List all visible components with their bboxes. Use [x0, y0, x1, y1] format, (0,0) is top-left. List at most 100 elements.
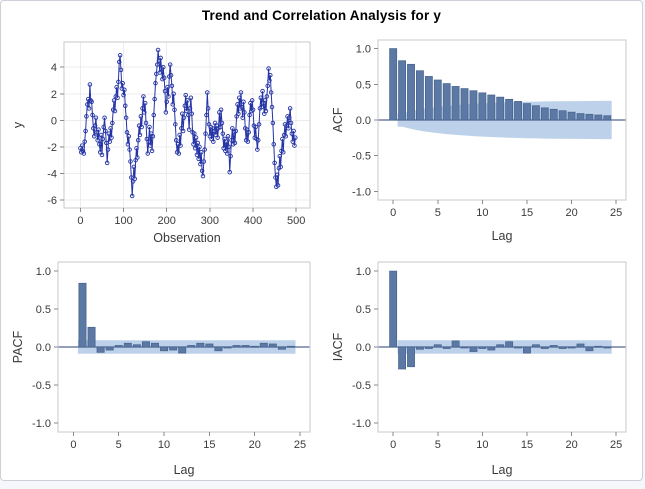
correlation-bar: [214, 346, 223, 352]
series-marker: [79, 143, 85, 148]
x-tick-label: 5: [435, 439, 441, 451]
series-marker: [134, 145, 139, 151]
series-marker: [193, 135, 199, 140]
series-marker: [108, 126, 113, 131]
series-marker: [170, 102, 176, 107]
x-tick-label: 10: [158, 439, 170, 451]
series-marker: [230, 126, 235, 131]
series-marker: [183, 92, 188, 98]
series-marker: [250, 107, 256, 112]
series-marker: [270, 120, 276, 126]
series-marker: [194, 152, 200, 158]
series-marker: [137, 132, 143, 138]
series-marker: [291, 128, 296, 134]
series-marker: [121, 92, 126, 98]
y-tick-label: -2: [47, 142, 57, 154]
series-marker: [290, 139, 295, 144]
y-axis-label: ACF: [331, 107, 345, 132]
series-marker: [122, 87, 127, 93]
correlation-bar: [205, 343, 214, 348]
x-axis-label: Observation: [153, 231, 220, 245]
correlation-bar: [442, 83, 451, 121]
series-marker: [138, 114, 144, 119]
series-marker: [87, 82, 93, 87]
series-marker: [265, 83, 270, 89]
correlation-bar: [594, 114, 603, 121]
series-marker: [286, 126, 291, 131]
correlation-bar: [514, 346, 522, 349]
series-marker: [110, 120, 115, 126]
series-marker: [120, 80, 125, 86]
series-marker: [225, 134, 231, 139]
series-marker: [186, 127, 192, 132]
correlation-bar: [460, 346, 469, 349]
x-tick-label: 200: [158, 215, 176, 227]
series-marker: [202, 147, 207, 152]
series-marker: [97, 142, 102, 147]
iacf-plot: 0 5 10 15 20 25 1.0 0.5 0.0 -0.5 -1.0 Lag IACF: [331, 261, 627, 477]
correlation-bar: [78, 282, 87, 348]
correlation-bar: [286, 345, 295, 348]
series-marker: [178, 143, 183, 148]
series-marker: [126, 134, 131, 139]
correlation-bar: [123, 342, 132, 348]
correlation-bar: [398, 346, 407, 370]
correlation-bar: [523, 346, 531, 354]
series-marker: [211, 139, 216, 144]
correlation-bar: [277, 346, 286, 350]
series-marker: [163, 110, 169, 115]
series-marker: [198, 161, 203, 167]
y-tick-label: 0.0: [36, 342, 51, 354]
correlation-bar: [250, 345, 259, 348]
series-marker: [218, 107, 224, 112]
series-marker: [84, 114, 89, 119]
x-tick-label: 25: [294, 439, 306, 451]
series-marker: [268, 90, 274, 95]
y-axis-label: PACF: [11, 330, 25, 363]
series-marker: [239, 104, 245, 110]
y-tick-label: -4: [47, 168, 57, 180]
series-marker: [255, 138, 261, 143]
series-marker: [132, 176, 138, 182]
series-marker: [245, 139, 251, 144]
y-tick-label: 0.5: [356, 79, 371, 91]
series-marker: [111, 98, 117, 103]
pacf-plot: 0 5 10 15 20 25 1.0 0.5 0.0 -0.5 -1.0 Lag PACF: [11, 261, 311, 477]
series-marker: [151, 112, 157, 118]
series-marker: [247, 112, 252, 118]
series-marker: [90, 112, 95, 118]
x-tick-label: 25: [610, 207, 622, 219]
correlation-bar: [558, 346, 567, 349]
series-marker: [180, 111, 185, 116]
series-marker: [182, 103, 188, 108]
series-marker: [185, 98, 190, 103]
series-marker: [149, 148, 155, 154]
series-marker: [168, 72, 174, 78]
series-marker: [280, 136, 285, 142]
series-marker: [105, 147, 111, 152]
correlation-bar: [416, 346, 424, 350]
correlation-bar: [496, 344, 505, 348]
series-marker: [258, 95, 264, 101]
x-tick-label: 5: [116, 439, 122, 451]
series-marker: [104, 160, 110, 166]
series-marker: [280, 149, 286, 155]
correlation-bar: [505, 98, 514, 121]
series-marker: [263, 108, 269, 114]
correlation-bar: [567, 346, 576, 349]
y-tick-label: -0.5: [32, 380, 51, 392]
correlation-bar: [487, 346, 496, 351]
series-marker: [184, 108, 189, 114]
series-marker: [181, 115, 187, 120]
series-marker: [82, 139, 87, 144]
series-marker: [277, 153, 283, 159]
correlation-bar: [496, 96, 505, 121]
series-marker: [112, 108, 118, 114]
correlation-bar: [549, 108, 558, 121]
y-tick-label: -0.5: [352, 151, 371, 163]
plot-frame: [63, 41, 311, 209]
series-marker: [93, 115, 99, 120]
y-axis-label: y: [11, 121, 25, 128]
x-tick-label: 5: [435, 207, 441, 219]
series-marker: [287, 106, 293, 111]
